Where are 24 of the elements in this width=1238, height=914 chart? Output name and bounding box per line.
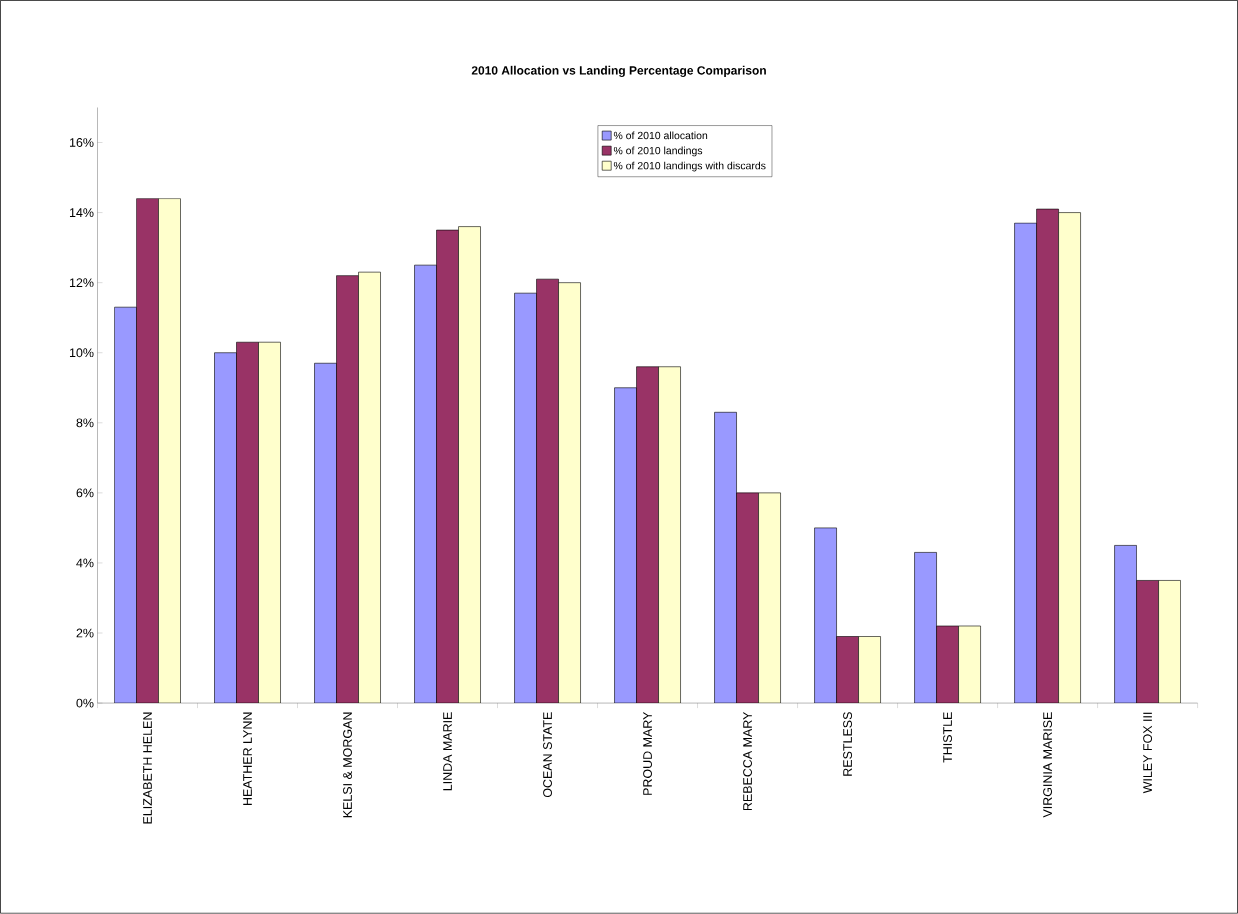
legend-label: % of 2010 allocation [613,131,708,140]
x-tick-label: RESTLESS [843,712,852,776]
y-tick-label: 6% [76,488,94,498]
x-tick-label: HEATHER LYNN [243,712,252,806]
x-tick-label: WILEY FOX III [1143,712,1152,794]
y-tick-label: 14% [69,208,94,218]
y-tick-label: 4% [76,558,94,568]
legend-label: % of 2010 landings with discards [613,161,766,172]
x-tick-label: OCEAN STATE [543,712,552,798]
x-tick-label: VIRGINIA MARISE [1043,712,1052,818]
y-tick-label: 0% [76,698,94,708]
y-tick-label: 12% [69,278,94,288]
x-tick-label: LINDA MARIE [443,712,452,791]
y-tick-label: 2% [76,628,94,638]
x-tick-label: REBECCA MARY [743,712,752,811]
x-tick-label: PROUD MARY [643,712,652,796]
chart-title: 2010 Allocation vs Landing Percentage Comparison [471,66,766,78]
y-tick-label: 16% [69,138,94,148]
legend-label: % of 2010 landings [613,146,703,157]
x-tick-label: THISTLE [943,712,952,763]
x-tick-label: KELSI & MORGAN [343,712,352,818]
y-tick-label: 8% [76,418,94,428]
x-tick-label: ELIZABETH HELEN [143,712,152,824]
y-tick-label: 10% [69,348,94,358]
